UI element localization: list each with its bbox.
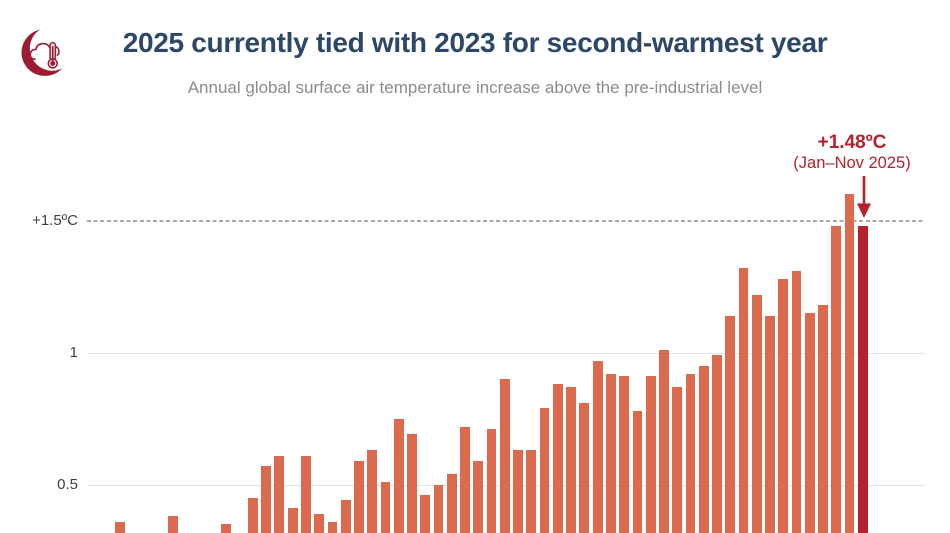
bar-1987 xyxy=(354,460,364,533)
bar-1989 xyxy=(380,481,391,533)
bar-1996 xyxy=(473,460,484,533)
page-title: 2025 currently tied with 2023 for second… xyxy=(122,27,828,58)
peak-annotation: +1.48ºC (Jan–Nov 2025) xyxy=(752,132,950,174)
bar-1988 xyxy=(367,450,378,533)
climate-logo-icon xyxy=(21,26,73,76)
bar-2009 xyxy=(645,376,656,533)
bar-2007 xyxy=(619,376,630,533)
y-axis-label-0.5: 0.5 xyxy=(57,475,78,493)
bar-1994 xyxy=(446,474,457,533)
bar-2022 xyxy=(818,305,828,533)
bar-1999 xyxy=(513,450,523,533)
bar-1969 xyxy=(115,521,126,533)
bar-1990 xyxy=(393,418,404,533)
bar-1997 xyxy=(486,429,497,533)
bar-1973 xyxy=(168,516,179,533)
gridline-1 xyxy=(87,352,925,354)
bar-2015 xyxy=(725,315,736,533)
bar-1984 xyxy=(314,513,325,533)
bar-2021 xyxy=(804,313,815,533)
gridline-1.5 xyxy=(87,219,925,222)
bar-2013 xyxy=(698,365,709,533)
bar-2012 xyxy=(685,373,696,533)
bar-2004 xyxy=(579,402,590,533)
bar-1979 xyxy=(247,497,258,533)
y-axis-label-1: 1 xyxy=(69,343,78,361)
bar-2018 xyxy=(765,315,775,533)
bar-2005 xyxy=(592,360,603,533)
bar-1991 xyxy=(407,434,417,533)
bar-1983 xyxy=(301,455,311,533)
bar-1981 xyxy=(274,455,285,533)
bar-2023 xyxy=(831,226,842,533)
bar-2024 xyxy=(844,194,855,533)
bar-2014 xyxy=(712,355,722,533)
bar-2001 xyxy=(539,408,550,533)
bar-1993 xyxy=(433,484,444,533)
bar-2025 xyxy=(857,226,868,533)
bar-2017 xyxy=(751,294,762,533)
bar-2011 xyxy=(672,386,683,533)
bar-2019 xyxy=(778,278,789,533)
bar-1995 xyxy=(460,426,470,533)
bar-2002 xyxy=(552,384,563,533)
bar-1986 xyxy=(340,500,351,533)
bar-1992 xyxy=(420,495,431,533)
page-subtitle: Annual global surface air temperature in… xyxy=(187,78,763,97)
bar-2010 xyxy=(659,350,669,533)
bar-2000 xyxy=(526,450,537,533)
bar-2006 xyxy=(605,373,616,533)
bar-1985 xyxy=(327,521,338,533)
bar-2016 xyxy=(738,268,749,533)
bar-1982 xyxy=(287,508,298,533)
annotation-period: (Jan–Nov 2025) xyxy=(793,154,911,172)
bar-1980 xyxy=(261,466,272,533)
y-axis-label-1.5: +1.5ºC xyxy=(32,211,78,229)
bar-2003 xyxy=(566,386,576,533)
down-arrow-icon xyxy=(857,176,871,218)
annotation-value: +1.48ºC xyxy=(817,132,887,153)
bar-1977 xyxy=(221,524,232,533)
bar-2020 xyxy=(791,270,802,533)
bar-1998 xyxy=(499,379,510,533)
bar-2008 xyxy=(632,410,643,533)
